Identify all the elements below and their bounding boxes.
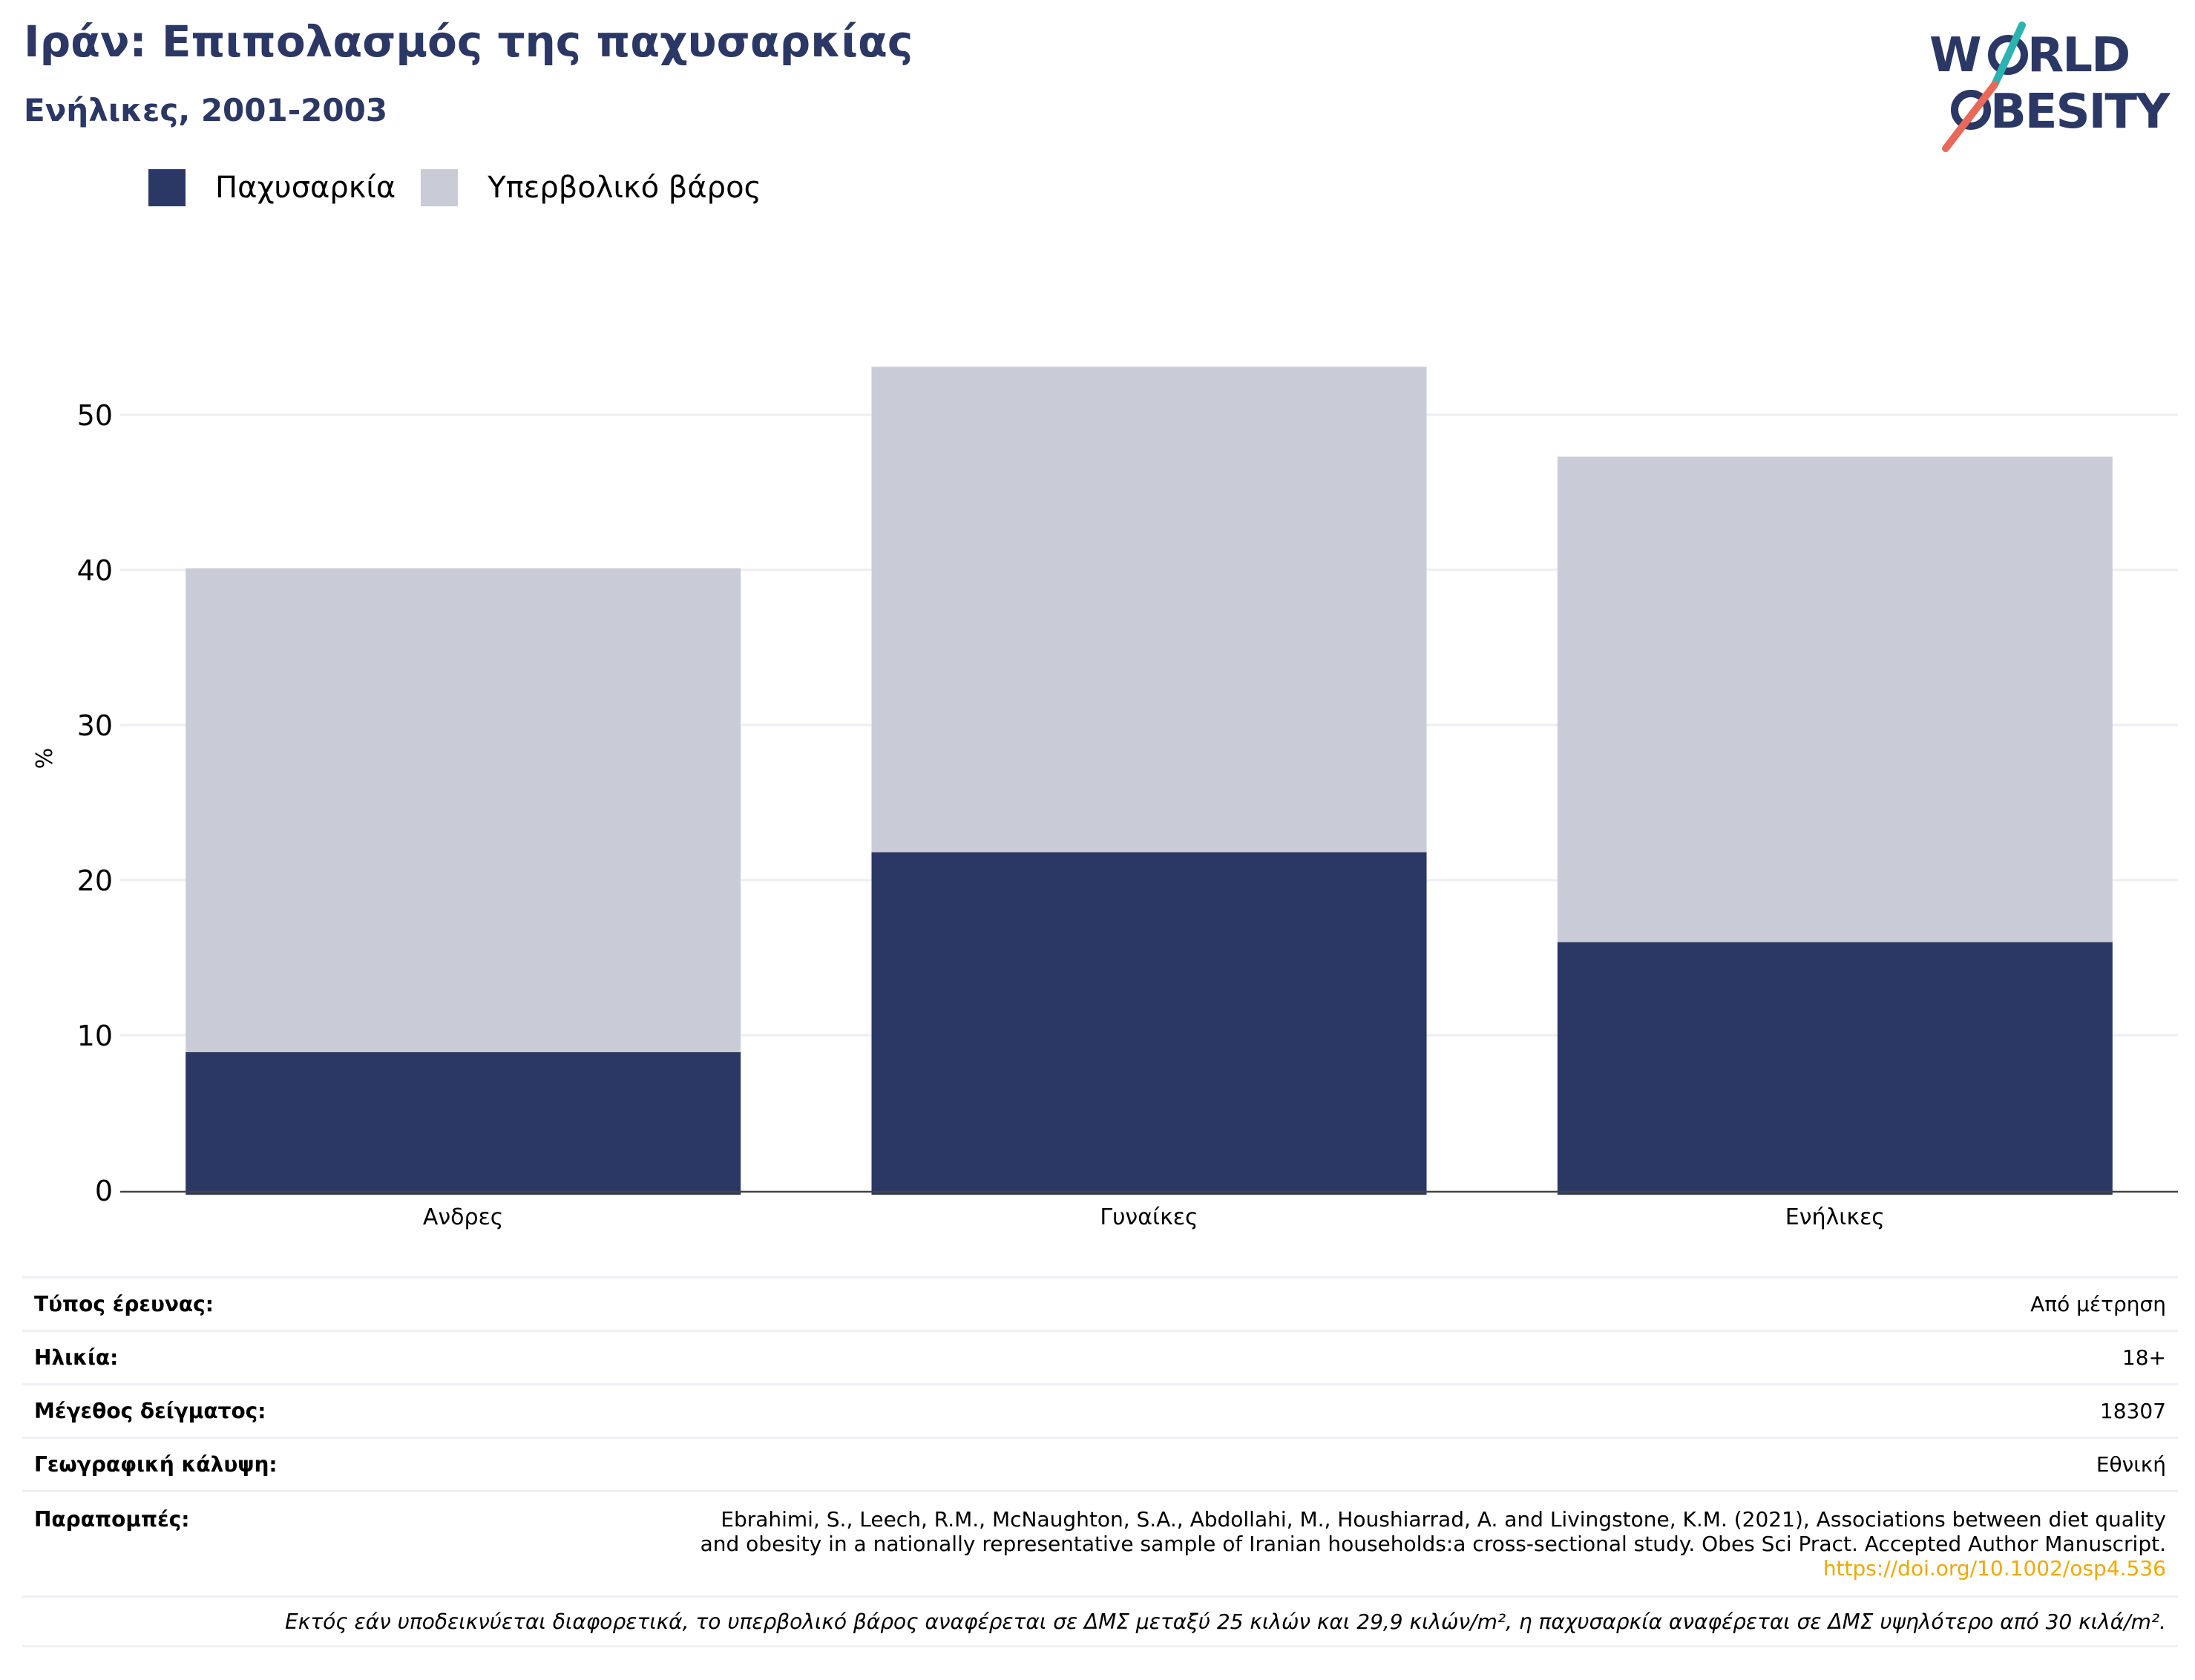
info-row-sample-size: Μέγεθος δείγματος: 18307 bbox=[22, 1383, 2178, 1437]
y-tick-label: 50 bbox=[77, 399, 113, 432]
svg-text:BESITY: BESITY bbox=[1990, 85, 2171, 140]
reference-line-2: and obesity in a nationally representati… bbox=[700, 1532, 2166, 1556]
legend-item-obesity: Παχυσαρκία bbox=[148, 169, 396, 206]
world-obesity-logo: W RLD BESITY bbox=[1929, 22, 2172, 152]
legend-swatch-overweight bbox=[421, 169, 459, 206]
info-label-sample-size: Μέγεθος δείγματος: bbox=[34, 1399, 266, 1423]
svg-text:W: W bbox=[1929, 28, 1981, 83]
legend-item-overweight: Υπερβολικό βάρος bbox=[421, 169, 761, 206]
bar-overweight bbox=[186, 568, 741, 1052]
y-tick-label: 20 bbox=[77, 864, 113, 897]
info-row-age: Ηλικία: 18+ bbox=[22, 1330, 2178, 1383]
x-tick-label: Γυναίκες bbox=[1100, 1204, 1198, 1230]
info-label-survey-type: Τύπος έρευνας: bbox=[34, 1292, 214, 1316]
info-label-references: Παραπομπές: bbox=[34, 1507, 190, 1532]
x-tick-label: Ανδρες bbox=[423, 1204, 504, 1230]
page-title: Ιράν: Επιπολασμός της παχυσαρκίας bbox=[24, 16, 913, 67]
y-tick-label: 0 bbox=[95, 1175, 113, 1207]
info-label-age: Ηλικία: bbox=[34, 1345, 119, 1370]
info-value-age: 18+ bbox=[2122, 1345, 2166, 1370]
y-tick-label: 40 bbox=[77, 554, 113, 587]
info-row-note: Εκτός εάν υποδεικνύεται διαφορετικά, το … bbox=[22, 1595, 2178, 1647]
y-axis-label: % bbox=[32, 748, 58, 770]
stacked-bar-chart: 0 10 20 30 40 50 Ανδρες Γυναίκες Ενήλικες % bbox=[32, 367, 2178, 1230]
svg-text:RLD: RLD bbox=[2027, 28, 2129, 83]
chart-legend: Παχυσαρκία Υπερβολικό βάρος bbox=[148, 169, 787, 206]
bar-obesity bbox=[1557, 942, 2113, 1195]
references-text: Ebrahimi, S., Leech, R.M., McNaughton, S… bbox=[701, 1507, 2166, 1581]
info-row-coverage: Γεωγραφική κάλυψη: Εθνική bbox=[22, 1437, 2178, 1490]
info-value-sample-size: 18307 bbox=[2099, 1399, 2166, 1423]
legend-label-obesity: Παχυσαρκία bbox=[215, 171, 396, 205]
info-value-coverage: Εθνική bbox=[2096, 1452, 2166, 1477]
info-row-references: Παραπομπές: Ebrahimi, S., Leech, R.M., M… bbox=[22, 1490, 2178, 1595]
bar-obesity bbox=[871, 852, 1427, 1195]
page-subtitle: Ενήλικες, 2001-2003 bbox=[24, 92, 388, 128]
survey-info-table: Τύπος έρευνας: Από μέτρηση Ηλικία: 18+ Μ… bbox=[22, 1276, 2178, 1647]
info-label-coverage: Γεωγραφική κάλυψη: bbox=[34, 1452, 278, 1477]
reference-line-1: Ebrahimi, S., Leech, R.M., McNaughton, S… bbox=[721, 1507, 2166, 1532]
legend-swatch-obesity bbox=[148, 169, 186, 206]
info-row-survey-type: Τύπος έρευνας: Από μέτρηση bbox=[22, 1276, 2178, 1330]
bar-overweight bbox=[871, 367, 1427, 853]
x-tick-label: Ενήλικες bbox=[1785, 1204, 1885, 1230]
legend-label-overweight: Υπερβολικό βάρος bbox=[488, 171, 762, 205]
info-value-survey-type: Από μέτρηση bbox=[2030, 1292, 2166, 1316]
reference-doi-link[interactable]: https://doi.org/10.1002/osp4.536 bbox=[1822, 1556, 2166, 1581]
y-tick-label: 10 bbox=[77, 1020, 113, 1052]
definition-note: Εκτός εάν υποδεικνύεται διαφορετικά, το … bbox=[285, 1609, 2166, 1634]
bar-obesity bbox=[186, 1051, 741, 1195]
bar-overweight bbox=[1557, 456, 2113, 942]
y-tick-label: 30 bbox=[77, 709, 113, 742]
